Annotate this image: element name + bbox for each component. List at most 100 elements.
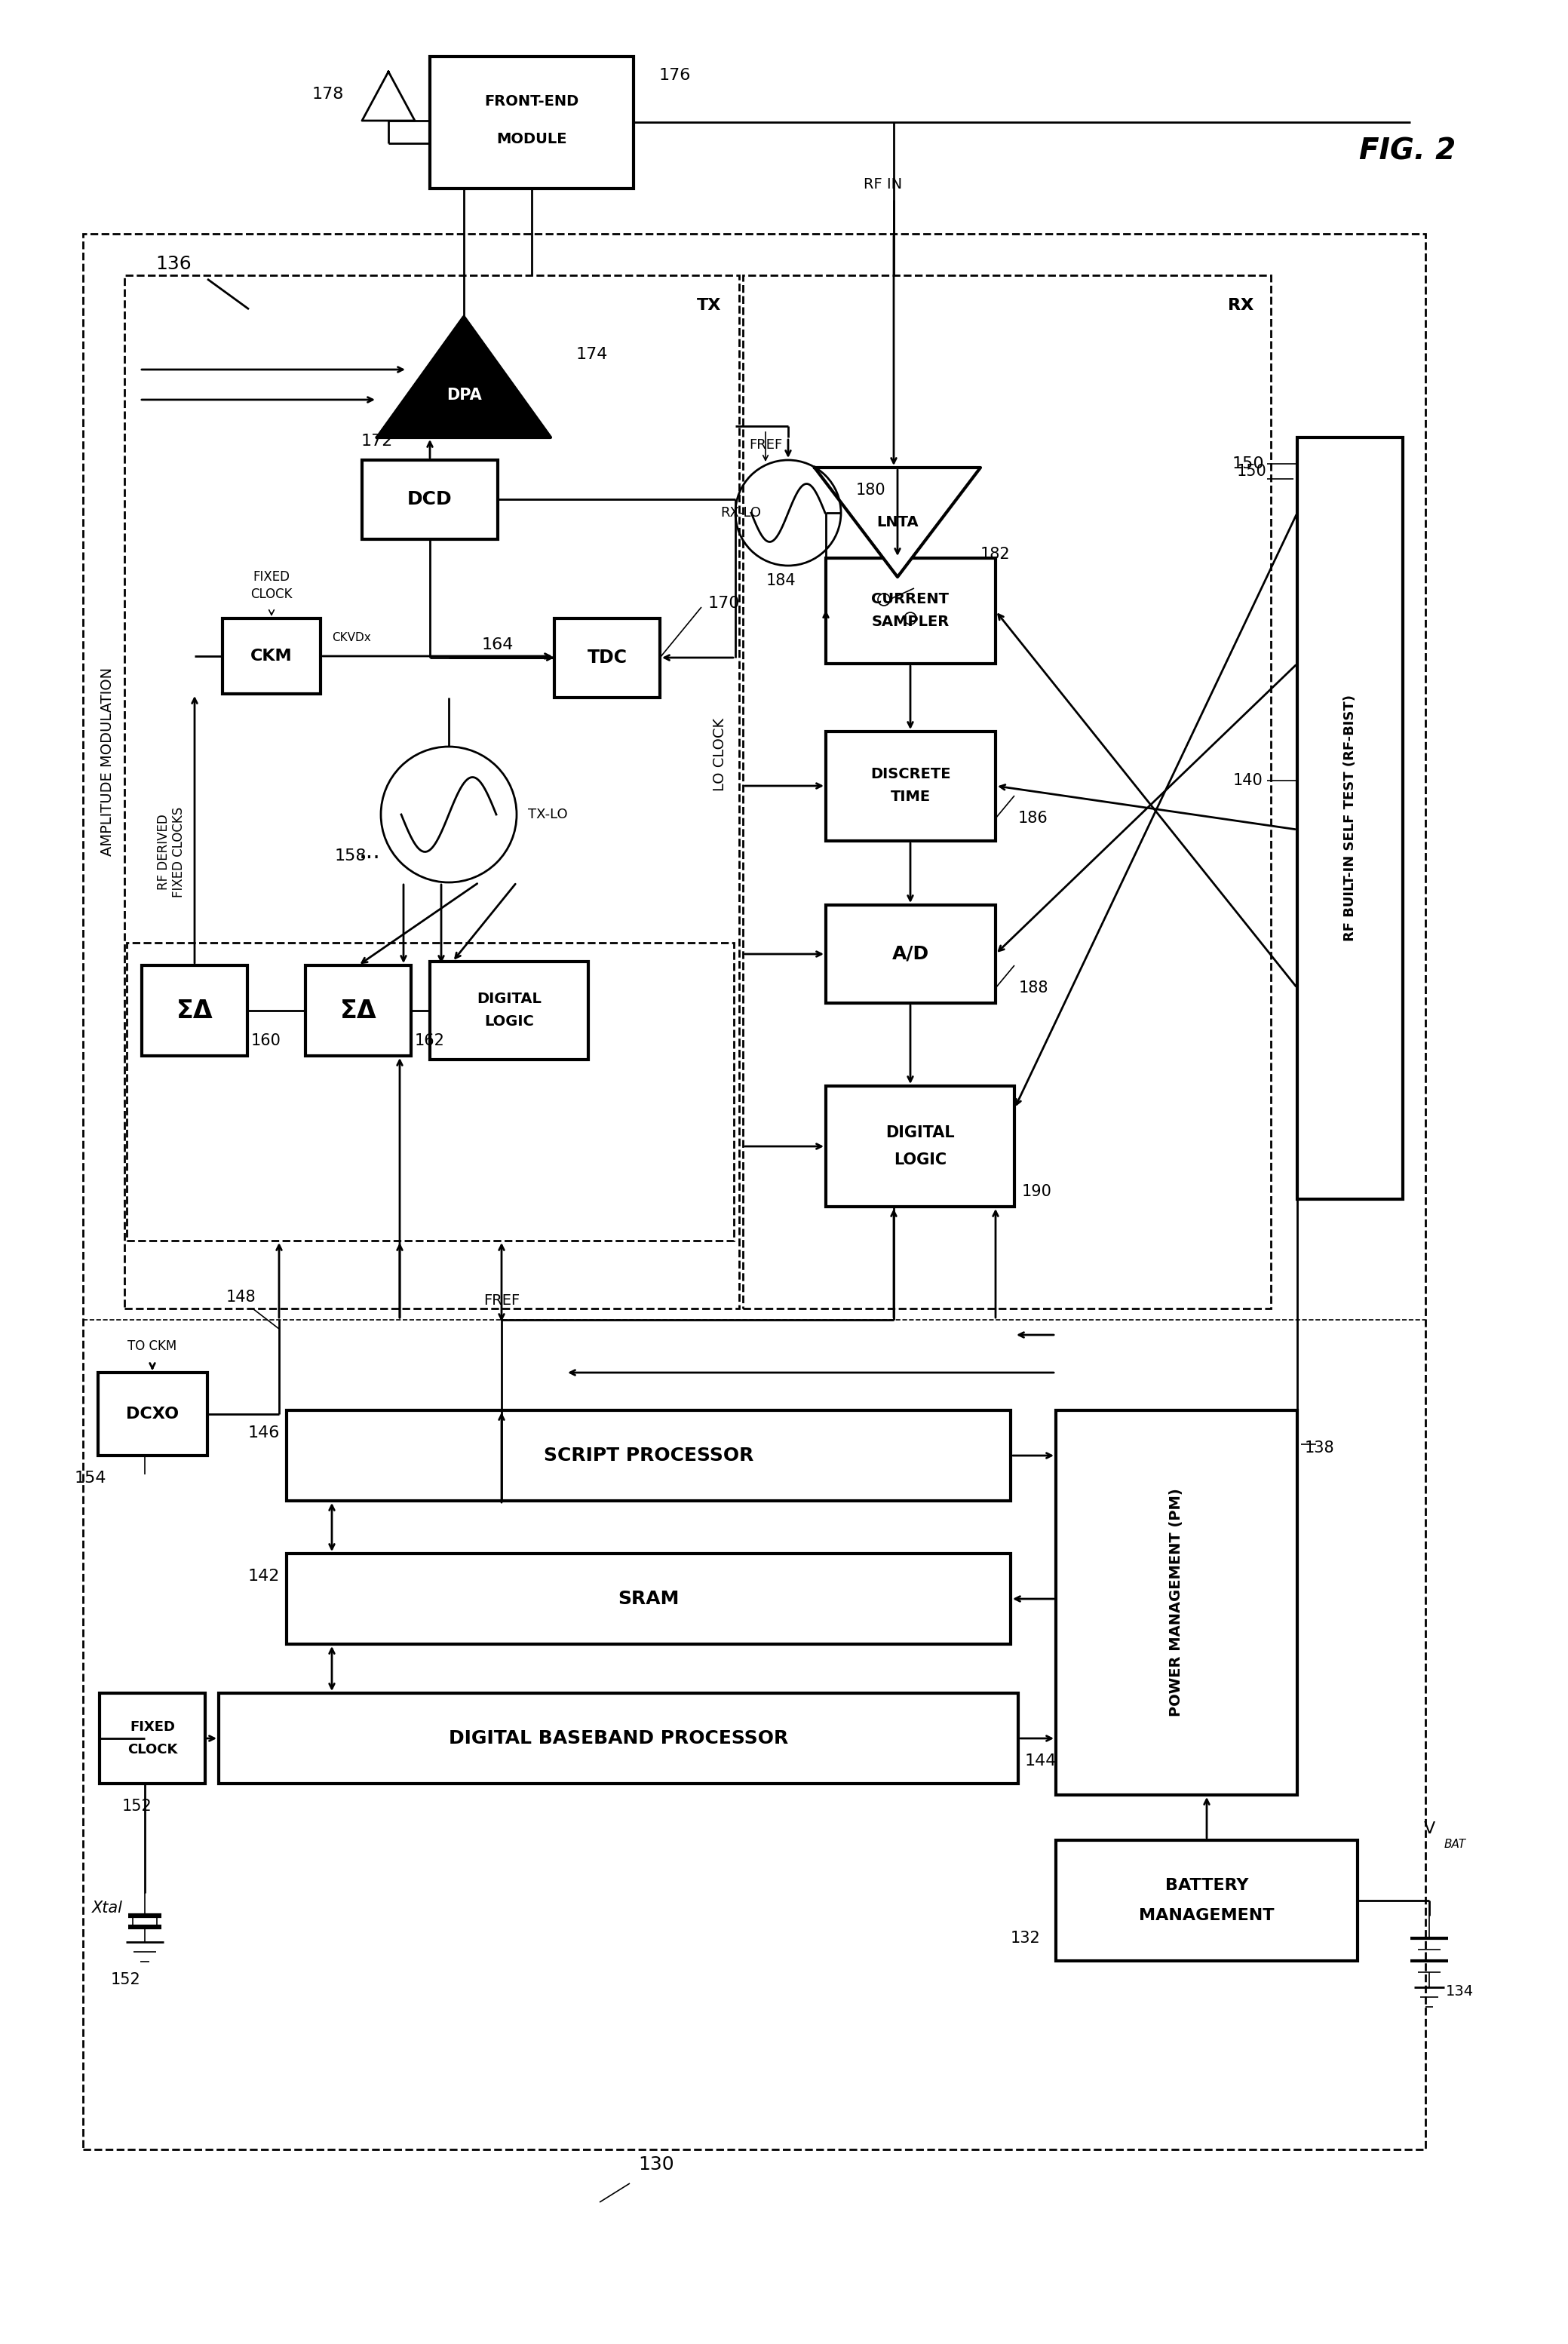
Text: FIXED: FIXED <box>130 1720 176 1735</box>
Text: CKVDx: CKVDx <box>332 631 372 642</box>
Polygon shape <box>378 316 550 438</box>
Polygon shape <box>362 73 416 120</box>
Text: ΣΔ: ΣΔ <box>176 999 213 1022</box>
Text: 158: 158 <box>334 849 367 863</box>
Text: DCXO: DCXO <box>125 1406 179 1420</box>
Text: ...: ... <box>359 841 381 863</box>
Text: RF BUILT-IN SELF TEST (RF-BIST): RF BUILT-IN SELF TEST (RF-BIST) <box>1344 694 1356 942</box>
Text: SAMPLER: SAMPLER <box>872 614 949 631</box>
Text: 176: 176 <box>659 68 691 82</box>
Text: LNTA: LNTA <box>877 516 919 530</box>
Text: MANAGEMENT: MANAGEMENT <box>1138 1908 1275 1922</box>
Text: BAT: BAT <box>1444 1838 1466 1849</box>
Text: CLOCK: CLOCK <box>127 1744 177 1756</box>
Bar <box>223 619 320 694</box>
Text: DISCRETE: DISCRETE <box>870 766 950 781</box>
Polygon shape <box>814 466 980 577</box>
Text: AMPLITUDE MODULATION: AMPLITUDE MODULATION <box>100 668 114 856</box>
Text: 186: 186 <box>1018 811 1049 825</box>
Text: 162: 162 <box>416 1034 445 1048</box>
Text: 188: 188 <box>1018 980 1047 996</box>
Text: 178: 178 <box>312 87 343 101</box>
Text: LOGIC: LOGIC <box>894 1153 947 1167</box>
Text: LO CLOCK: LO CLOCK <box>713 717 728 790</box>
Text: CURRENT: CURRENT <box>872 593 949 607</box>
Text: MODULE: MODULE <box>497 131 568 148</box>
Bar <box>743 274 1270 1308</box>
Text: 182: 182 <box>980 546 1010 563</box>
Text: 180: 180 <box>856 483 886 497</box>
Text: 140: 140 <box>1232 774 1264 788</box>
Text: 130: 130 <box>638 2156 674 2173</box>
Text: BATTERY: BATTERY <box>1165 1878 1248 1894</box>
Bar <box>133 1915 157 1927</box>
Text: CKM: CKM <box>251 649 293 663</box>
Text: 172: 172 <box>361 434 394 448</box>
Text: ΣΔ: ΣΔ <box>340 999 376 1022</box>
Bar <box>1055 1411 1297 1796</box>
Text: DIGITAL: DIGITAL <box>886 1125 955 1139</box>
Bar <box>306 966 411 1055</box>
Bar <box>826 1085 1014 1207</box>
Text: 138: 138 <box>1305 1442 1334 1456</box>
Bar <box>141 966 248 1055</box>
Bar <box>83 234 1425 2149</box>
Text: POWER MANAGEMENT (PM): POWER MANAGEMENT (PM) <box>1170 1488 1184 1716</box>
Bar <box>826 905 996 1003</box>
Text: LOGIC: LOGIC <box>485 1015 535 1029</box>
Text: DIGITAL BASEBAND PROCESSOR: DIGITAL BASEBAND PROCESSOR <box>448 1730 789 1746</box>
Text: RF IN: RF IN <box>864 178 902 192</box>
Bar <box>430 56 633 188</box>
Text: TX-LO: TX-LO <box>528 809 568 820</box>
Text: TDC: TDC <box>586 649 627 666</box>
Text: DPA: DPA <box>447 387 481 403</box>
Text: 148: 148 <box>226 1289 256 1306</box>
Bar <box>287 1411 1011 1500</box>
Bar <box>124 274 739 1308</box>
Text: DIGITAL: DIGITAL <box>477 992 541 1006</box>
Bar <box>99 1374 207 1456</box>
Text: 154: 154 <box>74 1470 107 1486</box>
Text: 136: 136 <box>155 255 191 272</box>
Text: Xtal: Xtal <box>93 1901 122 1915</box>
Bar <box>1297 438 1403 1200</box>
Text: 190: 190 <box>1022 1184 1052 1200</box>
Text: FREF: FREF <box>483 1294 519 1308</box>
Text: FREF: FREF <box>750 438 782 452</box>
Text: 132: 132 <box>1011 1931 1041 1946</box>
Text: 184: 184 <box>765 574 795 588</box>
Text: 170: 170 <box>709 595 740 612</box>
Text: RX: RX <box>1228 298 1253 314</box>
Text: SCRIPT PROCESSOR: SCRIPT PROCESSOR <box>544 1446 754 1465</box>
Text: FIG. 2: FIG. 2 <box>1359 136 1455 164</box>
Bar <box>430 961 588 1059</box>
Text: V: V <box>1424 1821 1435 1835</box>
Text: 174: 174 <box>575 347 608 361</box>
Bar <box>362 459 497 539</box>
Text: TX: TX <box>696 298 721 314</box>
Text: 144: 144 <box>1025 1753 1057 1770</box>
Text: CLOCK: CLOCK <box>251 588 293 600</box>
Bar <box>1055 1840 1358 1962</box>
Bar <box>555 619 660 699</box>
Text: 164: 164 <box>481 638 514 652</box>
Bar <box>218 1692 1018 1784</box>
Text: 134: 134 <box>1446 1983 1474 1997</box>
Text: 152: 152 <box>111 1971 141 1988</box>
Text: RF DERIVED
FIXED CLOCKS: RF DERIVED FIXED CLOCKS <box>157 806 187 898</box>
Text: A/D: A/D <box>892 945 928 963</box>
Text: 150: 150 <box>1232 457 1264 471</box>
Text: TO CKM: TO CKM <box>127 1338 177 1352</box>
Text: TIME: TIME <box>891 790 930 804</box>
Bar <box>99 1692 205 1784</box>
Text: 150: 150 <box>1237 464 1267 478</box>
Text: 152: 152 <box>122 1798 152 1814</box>
Text: FIXED: FIXED <box>252 570 290 584</box>
Bar <box>826 731 996 841</box>
Bar <box>287 1554 1011 1643</box>
Bar <box>127 942 734 1240</box>
Text: 160: 160 <box>251 1034 281 1048</box>
Text: 142: 142 <box>248 1568 281 1585</box>
Text: FRONT-END: FRONT-END <box>485 94 579 108</box>
Text: DCD: DCD <box>408 490 453 509</box>
